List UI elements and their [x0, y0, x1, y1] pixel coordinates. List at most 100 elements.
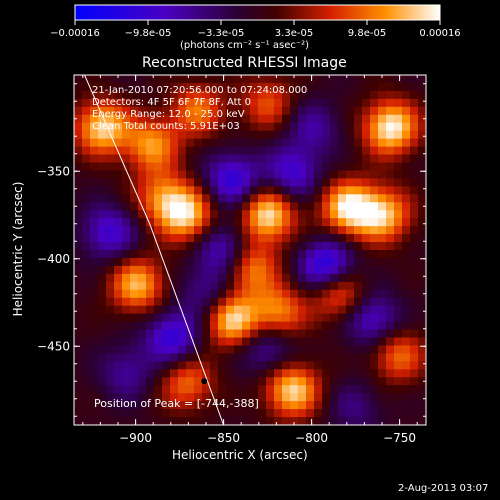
heatmap-cell [154, 305, 163, 315]
heatmap-cell [130, 297, 139, 307]
heatmap-cell [274, 178, 283, 187]
heatmap-cell [258, 321, 267, 331]
heatmap-cell [258, 194, 267, 203]
heatmap-cell [114, 361, 123, 370]
heatmap-cell [154, 313, 163, 323]
heatmap-cell [290, 297, 299, 307]
heatmap-cell [354, 98, 363, 108]
heatmap-cell [370, 146, 379, 156]
heatmap-cell [146, 98, 155, 108]
heatmap-cell [306, 75, 315, 84]
heatmap-cell [338, 361, 347, 370]
heatmap-cell [178, 377, 187, 386]
heatmap-cell [106, 385, 115, 394]
heatmap-cell [130, 273, 139, 283]
heatmap-cell [250, 281, 259, 291]
heatmap-cell [146, 313, 155, 323]
heatmap-cell [74, 393, 83, 402]
heatmap-cell [122, 114, 131, 124]
heatmap-cell [130, 218, 139, 227]
heatmap-cell [362, 265, 371, 275]
heatmap-cell [114, 265, 123, 275]
heatmap-cell [154, 90, 163, 100]
heatmap-cell [202, 154, 211, 164]
heatmap-cell [370, 242, 379, 251]
heatmap-cell [250, 353, 259, 362]
heatmap-cell [306, 409, 315, 418]
heatmap-cell [410, 409, 419, 418]
heatmap-cell [394, 409, 403, 418]
heatmap-cell [298, 281, 307, 291]
heatmap-cell [290, 242, 299, 251]
heatmap-cell [194, 273, 203, 283]
heatmap-cell [386, 178, 395, 187]
heatmap-cell [314, 122, 323, 132]
heatmap-cell [282, 321, 291, 331]
heatmap-cell [330, 385, 339, 394]
heatmap-cell [194, 114, 203, 124]
heatmap-cell [210, 417, 219, 425]
heatmap-cell [202, 409, 211, 418]
heatmap-cell [178, 393, 187, 402]
heatmap-cell [122, 329, 131, 339]
heatmap-cell [178, 138, 187, 148]
heatmap-cell [194, 289, 203, 299]
heatmap-cell [402, 265, 411, 275]
heatmap-cell [154, 281, 163, 291]
heatmap-cell [250, 385, 259, 394]
heatmap-cell [290, 194, 299, 203]
annotation-clean: Clean Total counts: 5.91E+03 [92, 121, 240, 132]
heatmap-cell [98, 122, 107, 132]
heatmap-cell [370, 377, 379, 386]
heatmap-cell [306, 202, 315, 211]
heatmap-cell [170, 257, 179, 267]
heatmap-cell [130, 130, 139, 140]
heatmap-cell [386, 98, 395, 108]
heatmap-cell [378, 130, 387, 140]
heatmap-cell [130, 417, 139, 425]
heatmap-cell [202, 353, 211, 362]
heatmap-cell [322, 369, 331, 378]
heatmap-cell [314, 162, 323, 172]
heatmap-cell [354, 170, 363, 180]
heatmap-cell [186, 106, 195, 116]
heatmap-cell [354, 178, 363, 187]
heatmap-cell [354, 329, 363, 339]
heatmap-cell [122, 321, 131, 331]
heatmap-cell [154, 257, 163, 267]
heatmap-cell [74, 409, 83, 418]
heatmap-cell [122, 273, 131, 283]
heatmap-cell [146, 162, 155, 172]
heatmap-cell [370, 273, 379, 283]
heatmap-cell [266, 313, 275, 323]
heatmap-cell [354, 218, 363, 227]
heatmap-cell [322, 385, 331, 394]
heatmap-cell [202, 130, 211, 140]
heatmap-cell [330, 170, 339, 180]
heatmap-cell [410, 178, 419, 187]
heatmap-cell [266, 226, 275, 235]
heatmap-cell [210, 281, 219, 291]
heatmap-cell [346, 162, 355, 172]
heatmap-cell [130, 82, 139, 92]
heatmap-cell [418, 353, 426, 362]
heatmap-cell [386, 257, 395, 267]
heatmap-cell [282, 369, 291, 378]
heatmap-cell [210, 361, 219, 370]
heatmap-cell [170, 393, 179, 402]
heatmap-cell [378, 146, 387, 156]
heatmap-cell [130, 194, 139, 203]
heatmap-cell [250, 138, 259, 148]
heatmap-cell [314, 329, 323, 339]
heatmap-cell [362, 186, 371, 195]
heatmap-cell [274, 154, 283, 164]
heatmap-cell [402, 305, 411, 315]
heatmap-cell [338, 82, 347, 92]
heatmap-cell [378, 138, 387, 148]
heatmap-cell [362, 130, 371, 140]
heatmap-cell [138, 162, 147, 172]
heatmap-cell [138, 313, 147, 323]
heatmap-cell [130, 265, 139, 275]
heatmap-cell [138, 361, 147, 370]
heatmap-cell [106, 329, 115, 339]
